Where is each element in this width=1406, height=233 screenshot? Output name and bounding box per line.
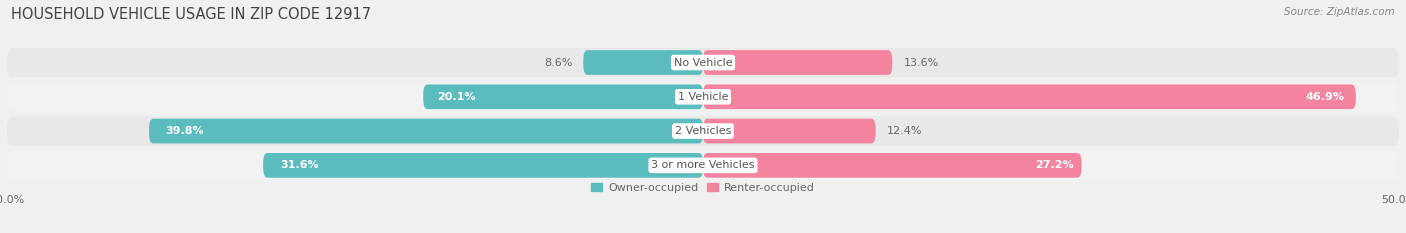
Text: No Vehicle: No Vehicle [673, 58, 733, 68]
Text: 8.6%: 8.6% [544, 58, 572, 68]
FancyBboxPatch shape [703, 50, 893, 75]
Text: 13.6%: 13.6% [904, 58, 939, 68]
Text: 3 or more Vehicles: 3 or more Vehicles [651, 160, 755, 170]
Text: 2 Vehicles: 2 Vehicles [675, 126, 731, 136]
FancyBboxPatch shape [263, 153, 703, 178]
Text: 1 Vehicle: 1 Vehicle [678, 92, 728, 102]
Legend: Owner-occupied, Renter-occupied: Owner-occupied, Renter-occupied [586, 178, 820, 197]
FancyBboxPatch shape [7, 82, 1399, 111]
FancyBboxPatch shape [7, 48, 1399, 77]
FancyBboxPatch shape [7, 151, 1399, 180]
Text: Source: ZipAtlas.com: Source: ZipAtlas.com [1284, 7, 1395, 17]
FancyBboxPatch shape [583, 50, 703, 75]
FancyBboxPatch shape [7, 116, 1399, 146]
Text: 20.1%: 20.1% [437, 92, 475, 102]
FancyBboxPatch shape [703, 84, 1355, 109]
Text: 27.2%: 27.2% [1035, 160, 1073, 170]
FancyBboxPatch shape [703, 119, 876, 143]
Text: 46.9%: 46.9% [1306, 92, 1344, 102]
Text: 39.8%: 39.8% [166, 126, 204, 136]
FancyBboxPatch shape [423, 84, 703, 109]
Text: HOUSEHOLD VEHICLE USAGE IN ZIP CODE 12917: HOUSEHOLD VEHICLE USAGE IN ZIP CODE 1291… [11, 7, 371, 22]
Text: 12.4%: 12.4% [887, 126, 922, 136]
FancyBboxPatch shape [703, 153, 1081, 178]
FancyBboxPatch shape [149, 119, 703, 143]
Text: 31.6%: 31.6% [280, 160, 319, 170]
